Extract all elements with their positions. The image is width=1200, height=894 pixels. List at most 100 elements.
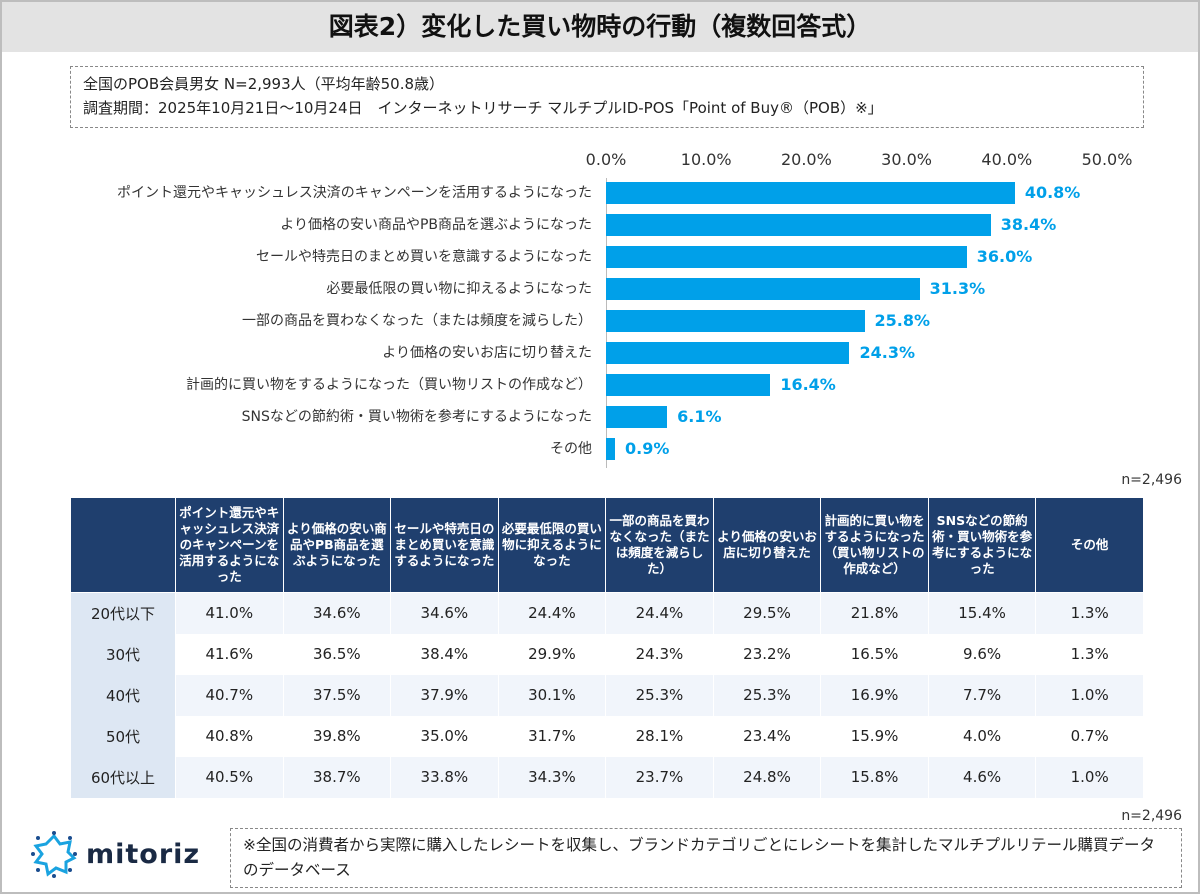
bar-value-label: 6.1% — [677, 407, 722, 426]
chart-sample-size: n=2,496 — [1121, 472, 1182, 488]
table-cell: 4.0% — [927, 715, 1037, 757]
mitoriz-logo: mitoriz — [30, 830, 200, 878]
bar — [606, 246, 967, 268]
table-cell: 28.1% — [605, 715, 714, 757]
row-label: 50代 — [70, 715, 176, 757]
bar — [606, 374, 771, 396]
table-cell: 24.4% — [497, 592, 607, 634]
table-cell: 34.6% — [282, 592, 392, 634]
bar — [606, 182, 1015, 204]
table-cell: 37.5% — [282, 674, 392, 716]
table-cell: 9.6% — [927, 633, 1037, 675]
table-cell: 16.5% — [820, 633, 929, 675]
table-cell: 24.4% — [605, 592, 714, 634]
table-cell: 29.9% — [497, 633, 607, 675]
starburst-logo-icon — [31, 831, 77, 878]
x-tick-label: 30.0% — [881, 150, 933, 169]
table-cell: 33.8% — [390, 756, 499, 798]
bar — [606, 438, 616, 460]
category-label: 一部の商品を買わなくなった（または頻度を減らした） — [242, 313, 592, 329]
bar-value-label: 40.8% — [1024, 183, 1081, 202]
bar-value-label: 16.4% — [780, 375, 836, 394]
survey-sample: 全国のPOB会員男女 N=2,993人（平均年齢50.8歳） — [83, 75, 445, 93]
table-cell: 1.3% — [1035, 592, 1144, 634]
row-label: 20代以下 — [70, 592, 176, 634]
table-cell: 24.8% — [712, 756, 822, 798]
survey-period: 調査期間：2025年10月21日～10月24日 インターネットリサーチ マルチプ… — [83, 99, 883, 117]
table-cell: 30.1% — [497, 674, 607, 716]
table-row: 20代以下 41.0% 34.6% 34.6% 24.4% 24.4% 29.5% 21.8%… — [70, 592, 1144, 634]
table-sample-size: n=2,496 — [1121, 808, 1182, 824]
bar — [606, 406, 668, 428]
bar-value-label: 24.3% — [859, 343, 915, 362]
column-header: その他 — [1035, 497, 1144, 593]
survey-info-box: 全国のPOB会員男女 N=2,993人（平均年齢50.8歳） 調査期間：2025… — [70, 66, 1144, 128]
bar-chart: 0.0% 10.0% 20.0% 30.0% 40.0% 50.0% ポイント還元やキャッシ… — [2, 142, 1198, 472]
table-cell: 41.0% — [175, 592, 284, 634]
bar-value-label: 38.4% — [1000, 215, 1057, 234]
table-cell: 39.8% — [282, 715, 392, 757]
bar — [606, 278, 920, 300]
table-cell: 40.7% — [175, 674, 284, 716]
x-tick-label: 10.0% — [680, 150, 732, 169]
table-cell: 0.7% — [1035, 715, 1144, 757]
table-row: 60代以上 40.5% 38.7% 33.8% 34.3% 23.7% 24.8% 15.8%… — [70, 756, 1144, 798]
table-cell: 25.3% — [712, 674, 822, 716]
age-breakdown-table: ポイント還元やキャッシュレス決済のキャンペーンを活用するようになった より価格の安… — [70, 497, 1144, 798]
table-cell: 16.9% — [820, 674, 929, 716]
category-label: セールや特売日のまとめ買いを意識するようになった — [256, 249, 592, 265]
bar — [606, 342, 850, 364]
category-label: より価格の安い商品やPB商品を選ぶようになった — [280, 217, 592, 233]
table-cell: 34.3% — [497, 756, 607, 798]
category-label: より価格の安いお店に切り替えた — [382, 345, 592, 361]
table-cell: 4.6% — [927, 756, 1037, 798]
x-tick-label: 40.0% — [981, 150, 1033, 169]
table-cell: 23.4% — [712, 715, 822, 757]
table-cell: 1.0% — [1035, 674, 1144, 716]
bar-value-label: 25.8% — [874, 311, 931, 330]
x-tick-label: 50.0% — [1081, 150, 1133, 169]
footnote: ※全国の消費者から実際に購入したレシートを収集し、ブランドカテゴリごとにレシート… — [230, 828, 1182, 888]
page-title: 図表2）変化した買い物時の行動（複数回答式） — [2, 2, 1198, 52]
row-label: 40代 — [70, 674, 176, 716]
column-header: 一部の商品を買わなくなった（または頻度を減らした） — [605, 497, 714, 593]
x-tick-label: 20.0% — [780, 150, 832, 169]
table-cell: 40.5% — [175, 756, 284, 798]
table-cell: 23.2% — [712, 633, 822, 675]
table-cell: 31.7% — [497, 715, 607, 757]
table-cell: 41.6% — [175, 633, 284, 675]
bar-value-label: 36.0% — [976, 247, 1033, 266]
category-label: 必要最低限の買い物に抑えるようになった — [326, 281, 592, 297]
table-cell: 1.0% — [1035, 756, 1144, 798]
column-header: より価格の安いお店に切り替えた — [712, 497, 822, 593]
bar — [606, 214, 991, 236]
table-cell: 15.8% — [820, 756, 929, 798]
logo-text: mitoriz — [86, 838, 201, 870]
row-label: 60代以上 — [70, 756, 176, 798]
table-cell: 15.9% — [820, 715, 929, 757]
table-cell: 23.7% — [605, 756, 714, 798]
column-header — [70, 497, 176, 593]
table-cell: 15.4% — [927, 592, 1037, 634]
table-cell: 21.8% — [820, 592, 929, 634]
table-cell: 37.9% — [390, 674, 499, 716]
category-label: SNSなどの節約術・買い物術を参考にするようになった — [241, 409, 592, 425]
table-cell: 36.5% — [282, 633, 392, 675]
column-header: 計画的に買い物をするようになった（買い物リストの作成など） — [820, 497, 929, 593]
category-label: 計画的に買い物をするようになった（買い物リストの作成など） — [186, 377, 592, 393]
category-label: その他 — [550, 441, 592, 457]
table-cell: 24.3% — [605, 633, 714, 675]
table-cell: 38.4% — [390, 633, 499, 675]
bar-value-label: 0.9% — [625, 439, 670, 458]
category-label: ポイント還元やキャッシュレス決済のキャンペーンを活用するようになった — [116, 185, 592, 201]
table-row: 30代 41.6% 36.5% 38.4% 29.9% 24.3% 23.2% 16.5% 9.… — [70, 633, 1144, 675]
table-cell: 38.7% — [282, 756, 392, 798]
table-cell: 40.8% — [175, 715, 284, 757]
table-cell: 34.6% — [390, 592, 499, 634]
column-header: ポイント還元やキャッシュレス決済のキャンペーンを活用するようになった — [175, 497, 284, 593]
table-cell: 7.7% — [927, 674, 1037, 716]
table-row: 50代 40.8% 39.8% 35.0% 31.7% 28.1% 23.4% 15.9% 4.… — [70, 715, 1144, 757]
column-header: 必要最低限の買い物に抑えるようになった — [497, 497, 607, 593]
bar-value-label: 31.3% — [929, 279, 986, 298]
x-tick-label: 0.0% — [585, 150, 627, 169]
